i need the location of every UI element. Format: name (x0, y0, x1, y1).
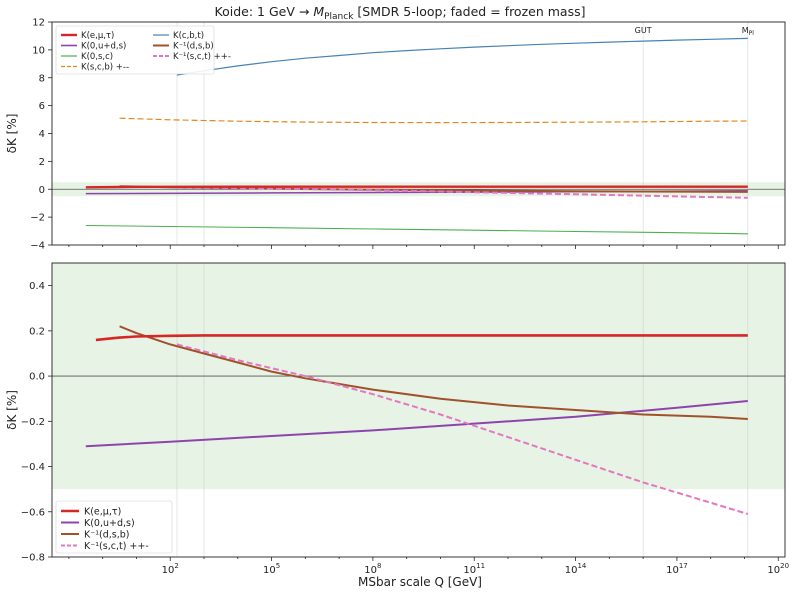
legend-label: K(e,μ,τ) (81, 31, 114, 41)
y-tick-label: 4 (39, 129, 45, 140)
series-line (119, 325, 748, 420)
series-line (176, 343, 749, 515)
series-line (85, 400, 748, 448)
legend-label: K(e,μ,τ) (84, 507, 121, 518)
legend-label: K(0,u+d,s) (84, 518, 135, 529)
marker-label: MPl (742, 26, 755, 37)
panel-top: GUT MPl −4 −2 0 2 4 6 8 10 12 δK [%] K(e,μ,τ) K(c,b,t… (5, 18, 786, 252)
chart-title: Koide: 1 GeV → MPlanck [SMDR 5-loop; fad… (215, 4, 586, 22)
x-tick-label: 1014 (565, 562, 587, 576)
series-line (95, 334, 748, 342)
y-tick-label: −4 (30, 241, 45, 252)
legend: K(e,μ,τ)K(0,u+d,s)K⁻¹(d,s,b)K⁻¹(s,c,t) +… (55, 500, 173, 554)
y-tick-label: −0.2 (21, 417, 45, 428)
legend-label: K(0,u+d,s) (81, 42, 126, 52)
y-tick-label: 0.4 (29, 281, 45, 292)
legend-label: K⁻¹(s,c,t) ++- (84, 541, 149, 552)
legend-box (55, 500, 173, 554)
x-axis-label: MSbar scale Q [GeV] (358, 575, 482, 589)
x-tick-label: 102 (162, 562, 179, 576)
x-tick-label: 1011 (463, 562, 485, 576)
series-line (119, 117, 748, 124)
y-tick-label: 6 (39, 101, 45, 112)
axis-frame (51, 262, 786, 558)
y-tick-label: 0.2 (29, 326, 45, 337)
marker-label: GUT (635, 26, 652, 35)
y-tick-label: 0 (39, 185, 45, 196)
y-axis-label: δK [%] (5, 390, 19, 430)
series-line (176, 37, 748, 76)
legend-label: K⁻¹(d,s,b) (84, 530, 130, 541)
y-tick-label: 2 (39, 157, 45, 168)
y-tick-label: 12 (32, 18, 45, 29)
series-line (176, 186, 748, 199)
y-tick-label: 0.0 (29, 372, 45, 383)
legend-label: K(c,b,t) (173, 31, 204, 41)
legend: K(e,μ,τ) K(c,b,t) K(0,u+d,s) K⁻¹(d,s,b) K(0,… (55, 25, 231, 75)
series-line (85, 224, 748, 235)
x-tick-label: 1020 (767, 562, 789, 576)
y-tick-label: −0.4 (21, 462, 45, 473)
y-tick-label: 10 (32, 45, 45, 56)
legend-label: K(0,s,c) (81, 52, 113, 62)
legend-label: K(s,c,b) +-- (81, 63, 129, 73)
y-tick-label: −0.8 (21, 553, 45, 564)
x-tick-label: 108 (364, 562, 381, 576)
legend-label: K⁻¹(d,s,b) (173, 42, 214, 52)
y-tick-label: −2 (30, 213, 45, 224)
x-tick-label: 1017 (666, 562, 688, 576)
y-tick-label: −0.6 (21, 507, 45, 518)
x-tick-label: 105 (263, 562, 280, 576)
legend-box (55, 25, 215, 75)
legend-label: K⁻¹(s,c,t) ++- (173, 52, 231, 62)
y-tick-label: 8 (39, 73, 45, 84)
panel-bottom: −0.8 −0.6 −0.4 −0.2 0.0 0.2 0.4 102 105 108 1011 10… (5, 262, 789, 576)
y-axis-label: δK [%] (5, 114, 19, 154)
series-line (85, 185, 748, 189)
